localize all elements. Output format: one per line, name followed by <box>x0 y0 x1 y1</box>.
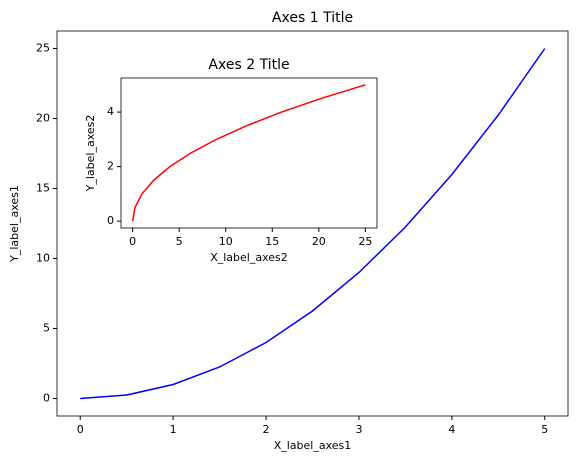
axes-frame <box>56 30 569 417</box>
axes-title: Axes 2 Title <box>208 57 289 73</box>
x-tick-label: 1 <box>170 423 177 436</box>
y-tick-label: 15 <box>36 182 50 195</box>
x-tick-label: 0 <box>77 423 84 436</box>
y-axis-label: Y_label_axes1 <box>8 185 21 263</box>
x-tick-label: 2 <box>263 423 270 436</box>
x-tick-label: 25 <box>358 235 372 248</box>
y-tick-label: 0 <box>107 214 114 227</box>
y-tick-label: 25 <box>36 42 50 55</box>
axes-frame <box>120 77 378 229</box>
y-tick-label: 4 <box>107 105 114 118</box>
y-tick-label: 0 <box>43 392 50 405</box>
x-tick-label: 4 <box>448 423 455 436</box>
axes-title: Axes 1 Title <box>272 10 353 26</box>
x-tick-label: 5 <box>176 235 183 248</box>
x-tick-label: 10 <box>219 235 233 248</box>
x-axis-label: X_label_axes2 <box>210 251 288 264</box>
axes-background <box>121 78 377 228</box>
y-tick-label: 2 <box>107 160 114 173</box>
data-line <box>80 48 546 400</box>
y-tick-label: 20 <box>36 112 50 125</box>
y-axis-label: Y_label_axes2 <box>84 115 97 193</box>
x-tick-label: 20 <box>312 235 326 248</box>
data-line <box>131 84 366 222</box>
x-tick-label: 0 <box>129 235 136 248</box>
x-tick-label: 3 <box>355 423 362 436</box>
x-tick-label: 15 <box>265 235 279 248</box>
x-axis-label: X_label_axes1 <box>274 439 352 452</box>
y-tick-label: 10 <box>36 252 50 265</box>
y-tick-label: 5 <box>43 322 50 335</box>
x-tick-label: 5 <box>541 423 548 436</box>
